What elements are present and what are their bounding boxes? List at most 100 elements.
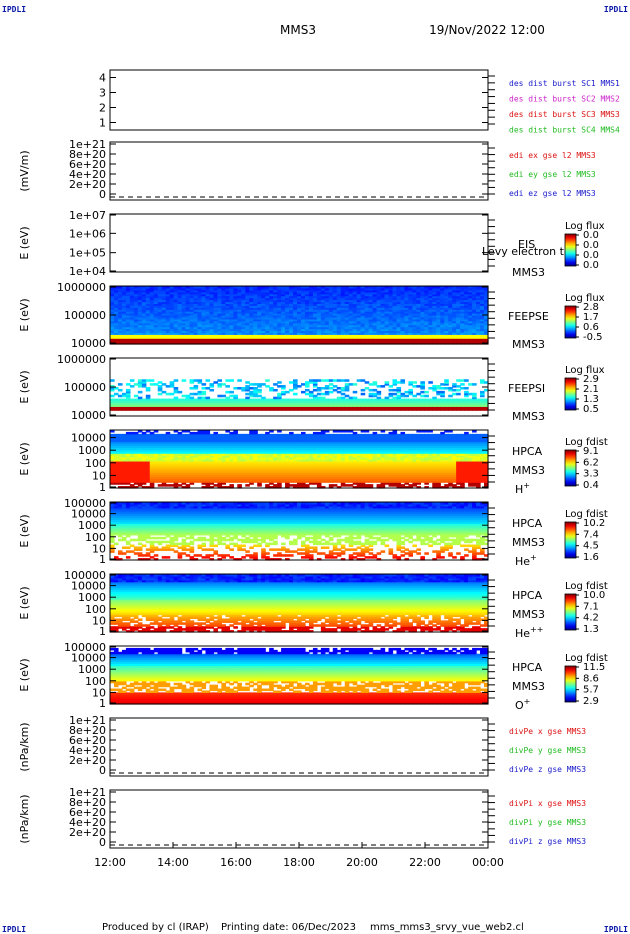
heatmap-cell <box>185 474 191 477</box>
heatmap-cell <box>213 457 219 460</box>
heatmap-cell <box>121 297 127 301</box>
heatmap-cell <box>300 322 306 326</box>
heatmap-cell <box>344 332 350 335</box>
heatmap-cell <box>348 322 354 326</box>
heatmap-cell <box>416 303 421 306</box>
heatmap-cell <box>420 336 425 339</box>
heatmap-cell <box>436 313 441 316</box>
y-tick-label: 10000 <box>71 337 106 350</box>
heatmap-cell <box>221 398 226 402</box>
heatmap-cell <box>452 301 457 304</box>
heatmap-cell <box>300 326 306 330</box>
heatmap-cell <box>205 328 211 332</box>
heatmap-cell <box>229 291 234 295</box>
heatmap-cell <box>205 342 211 345</box>
heatmap-cell <box>237 299 242 303</box>
heatmap-cell <box>261 445 266 448</box>
heatmap-cell <box>392 303 398 306</box>
heatmap-cell <box>221 336 226 339</box>
heatmap-cell <box>225 406 230 409</box>
heatmap-cell <box>400 338 406 341</box>
heatmap-cell <box>420 324 425 328</box>
heatmap-cell <box>157 330 163 333</box>
heatmap-cell <box>245 299 250 303</box>
heatmap-cell <box>404 338 410 341</box>
heatmap-cell <box>408 340 413 343</box>
heatmap-cell <box>217 287 223 291</box>
heatmap-cell <box>297 385 302 388</box>
heatmap-cell <box>308 315 314 318</box>
heatmap-cell <box>125 478 131 481</box>
heatmap-cell <box>344 387 350 390</box>
heatmap-cell <box>157 443 163 447</box>
heatmap-cell <box>404 326 410 330</box>
heatmap-cell <box>157 441 163 445</box>
heatmap-cell <box>261 340 266 343</box>
heatmap-cell <box>153 447 159 450</box>
heatmap-cell <box>133 286 139 289</box>
heatmap-cell <box>149 334 155 337</box>
heatmap-cell <box>300 328 306 332</box>
heatmap-cell <box>289 318 294 322</box>
heatmap-cell <box>205 474 211 477</box>
heatmap-cell <box>253 315 258 318</box>
heatmap-cell <box>464 293 469 297</box>
heatmap-cell <box>420 320 425 324</box>
heatmap-cell <box>388 301 394 304</box>
heatmap-cell <box>229 431 234 435</box>
heatmap-cell <box>110 309 115 312</box>
heatmap-cell <box>464 338 469 341</box>
heatmap-cell <box>149 330 155 333</box>
heatmap-cell <box>273 309 278 312</box>
heatmap-cell <box>269 301 274 304</box>
heatmap-cell <box>316 318 322 322</box>
heatmap-cell <box>384 301 390 304</box>
heatmap-cell <box>328 307 334 310</box>
heatmap-cell <box>117 443 123 447</box>
heatmap-cell <box>348 338 354 341</box>
heatmap-cell <box>277 342 282 345</box>
heatmap-cell <box>312 307 318 310</box>
heatmap-cell <box>300 336 306 339</box>
heatmap-cell <box>368 287 374 291</box>
heatmap-cell <box>476 295 481 299</box>
heatmap-cell <box>241 445 246 448</box>
heatmap-cell <box>149 478 155 481</box>
heatmap-cell <box>297 305 302 308</box>
heatmap-cell <box>125 307 131 310</box>
heatmap-cell <box>312 383 318 386</box>
heatmap-cell <box>237 443 242 447</box>
heatmap-cell <box>440 295 445 299</box>
heatmap-cell <box>157 439 163 443</box>
heatmap-cell <box>352 295 358 299</box>
colorbar <box>564 233 577 267</box>
heatmap-cell <box>241 460 246 464</box>
heatmap-cell <box>137 320 143 324</box>
heatmap-cell <box>201 453 207 456</box>
colorbar-value: 1.7 <box>583 312 599 323</box>
heatmap-cell <box>472 320 477 324</box>
heatmap-cell <box>181 460 187 464</box>
heatmap-cell <box>348 383 354 386</box>
heatmap-cell <box>213 303 219 306</box>
heatmap-cell <box>384 303 390 306</box>
heatmap-cell <box>304 303 310 306</box>
heatmap-cell <box>404 324 410 328</box>
heatmap-cell <box>197 478 203 481</box>
heatmap-cell <box>344 406 350 409</box>
heatmap-cell <box>249 390 254 394</box>
heatmap-cell <box>161 328 167 332</box>
heatmap-cell <box>293 400 298 404</box>
heatmap-cell <box>360 291 366 295</box>
heatmap-cell <box>141 383 147 386</box>
heatmap-cell <box>165 435 171 439</box>
heatmap-cell <box>201 464 207 468</box>
heatmap-cell <box>293 303 298 306</box>
heatmap-cell <box>169 459 175 462</box>
heatmap-cell <box>424 299 429 303</box>
heatmap-cell <box>324 318 330 322</box>
heatmap-cell <box>304 404 310 407</box>
heatmap-cell <box>121 455 127 458</box>
heatmap-cell <box>388 388 394 392</box>
heatmap-cell <box>241 299 246 303</box>
